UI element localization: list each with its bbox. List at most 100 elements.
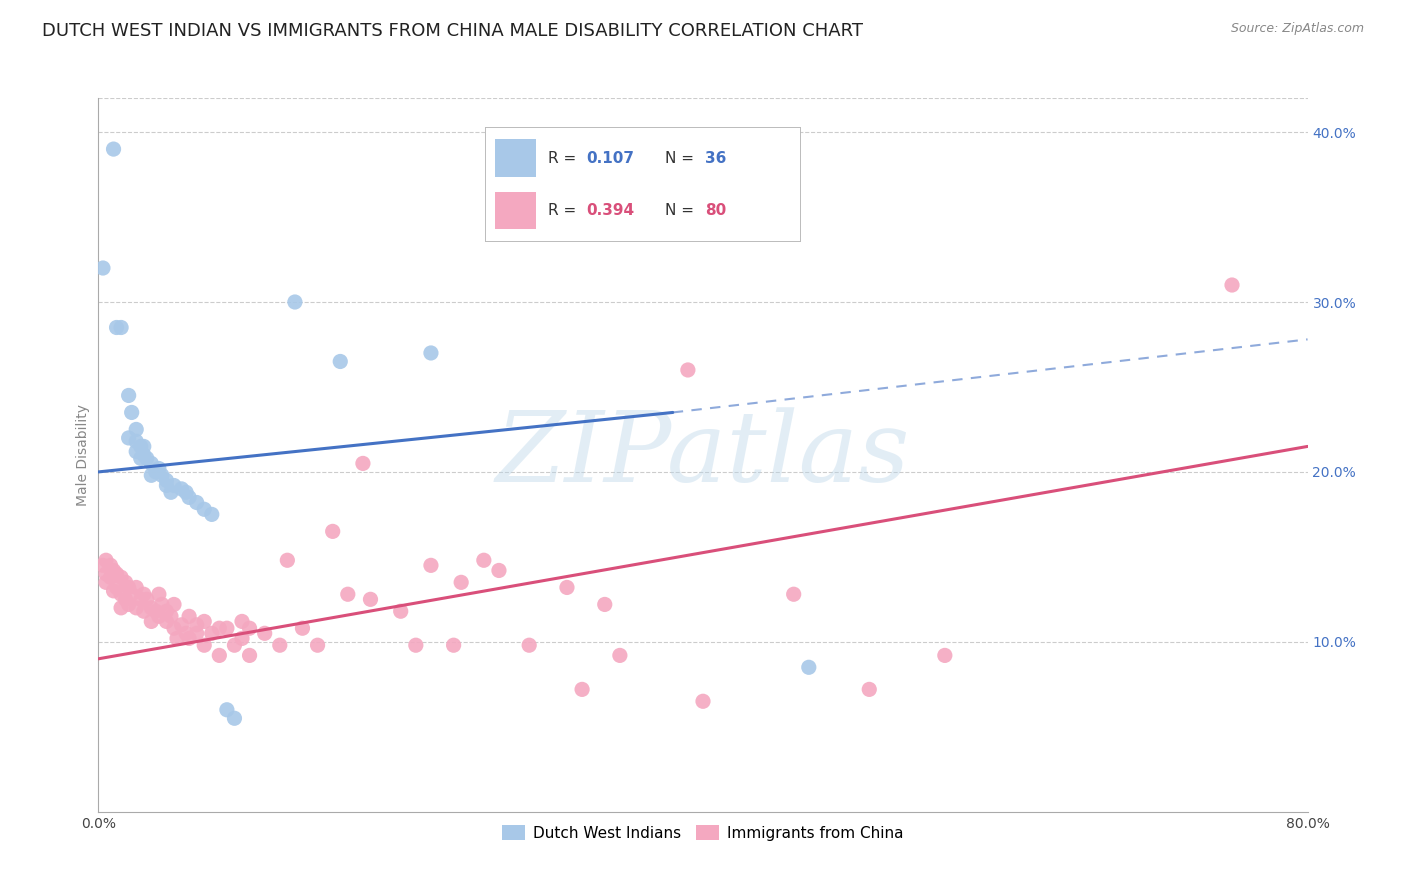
Point	[276, 553, 298, 567]
Point	[253, 626, 276, 640]
Point	[163, 478, 186, 492]
Point	[114, 575, 136, 590]
Point	[443, 638, 465, 652]
Point	[472, 553, 495, 567]
Point	[110, 600, 132, 615]
Point	[105, 581, 128, 595]
Point	[186, 495, 208, 509]
Point	[118, 581, 141, 595]
Point	[934, 648, 956, 663]
Point	[141, 600, 163, 615]
Point	[797, 660, 820, 674]
Point	[94, 575, 117, 590]
Point	[125, 422, 148, 436]
Point	[129, 439, 152, 453]
Legend: Dutch West Indians, Immigrants from China: Dutch West Indians, Immigrants from Chin…	[496, 819, 910, 847]
Point	[329, 354, 352, 368]
Point	[103, 564, 125, 578]
Point	[91, 558, 114, 573]
Point	[155, 478, 177, 492]
Point	[239, 621, 262, 635]
Point	[132, 439, 155, 453]
Point	[593, 598, 616, 612]
Point	[125, 434, 148, 449]
Point	[94, 566, 117, 581]
Point	[450, 575, 472, 590]
Text: ZIPatlas: ZIPatlas	[496, 408, 910, 502]
Point	[155, 615, 177, 629]
Point	[155, 604, 177, 618]
Point	[186, 626, 208, 640]
Point	[488, 564, 510, 578]
Point	[193, 638, 215, 652]
Point	[174, 485, 197, 500]
Point	[555, 581, 578, 595]
Point	[170, 617, 193, 632]
Point	[179, 609, 201, 624]
Point	[118, 431, 141, 445]
Point	[125, 444, 148, 458]
Point	[150, 468, 173, 483]
Point	[114, 592, 136, 607]
Point	[352, 457, 374, 471]
Point	[100, 570, 122, 584]
Point	[571, 682, 593, 697]
Point	[148, 587, 170, 601]
Point	[405, 638, 427, 652]
Point	[132, 604, 155, 618]
Point	[215, 621, 238, 635]
Point	[129, 592, 152, 607]
Point	[269, 638, 291, 652]
Point	[110, 570, 132, 584]
Point	[160, 485, 183, 500]
Point	[100, 558, 122, 573]
Point	[155, 474, 177, 488]
Point	[145, 465, 167, 479]
Point	[129, 451, 152, 466]
Text: DUTCH WEST INDIAN VS IMMIGRANTS FROM CHINA MALE DISABILITY CORRELATION CHART: DUTCH WEST INDIAN VS IMMIGRANTS FROM CHI…	[42, 22, 863, 40]
Point	[517, 638, 540, 652]
Point	[224, 711, 246, 725]
Point	[118, 388, 141, 402]
Point	[201, 508, 224, 522]
Point	[132, 448, 155, 462]
Point	[224, 638, 246, 652]
Point	[179, 632, 201, 646]
Point	[125, 581, 148, 595]
Point	[291, 621, 314, 635]
Point	[1220, 278, 1243, 293]
Point	[284, 295, 307, 310]
Point	[110, 587, 132, 601]
Point	[91, 260, 114, 275]
Point	[141, 457, 163, 471]
Point	[170, 482, 193, 496]
Point	[420, 346, 443, 360]
Point	[150, 598, 173, 612]
Text: Source: ZipAtlas.com: Source: ZipAtlas.com	[1230, 22, 1364, 36]
Point	[208, 648, 231, 663]
Point	[135, 451, 157, 466]
Point	[193, 502, 215, 516]
Point	[174, 626, 197, 640]
Point	[231, 632, 253, 646]
Point	[166, 632, 188, 646]
Point	[141, 468, 163, 483]
Point	[94, 553, 117, 567]
Point	[121, 587, 143, 601]
Point	[105, 320, 128, 334]
Point	[179, 491, 201, 505]
Point	[239, 648, 262, 663]
Point	[215, 703, 238, 717]
Point	[336, 587, 359, 601]
Point	[135, 592, 157, 607]
Point	[420, 558, 443, 573]
Point	[193, 615, 215, 629]
Point	[360, 592, 382, 607]
Point	[858, 682, 880, 697]
Point	[148, 609, 170, 624]
Point	[231, 615, 253, 629]
Point	[103, 583, 125, 598]
Point	[676, 363, 699, 377]
Point	[208, 621, 231, 635]
Y-axis label: Male Disability: Male Disability	[76, 404, 90, 506]
